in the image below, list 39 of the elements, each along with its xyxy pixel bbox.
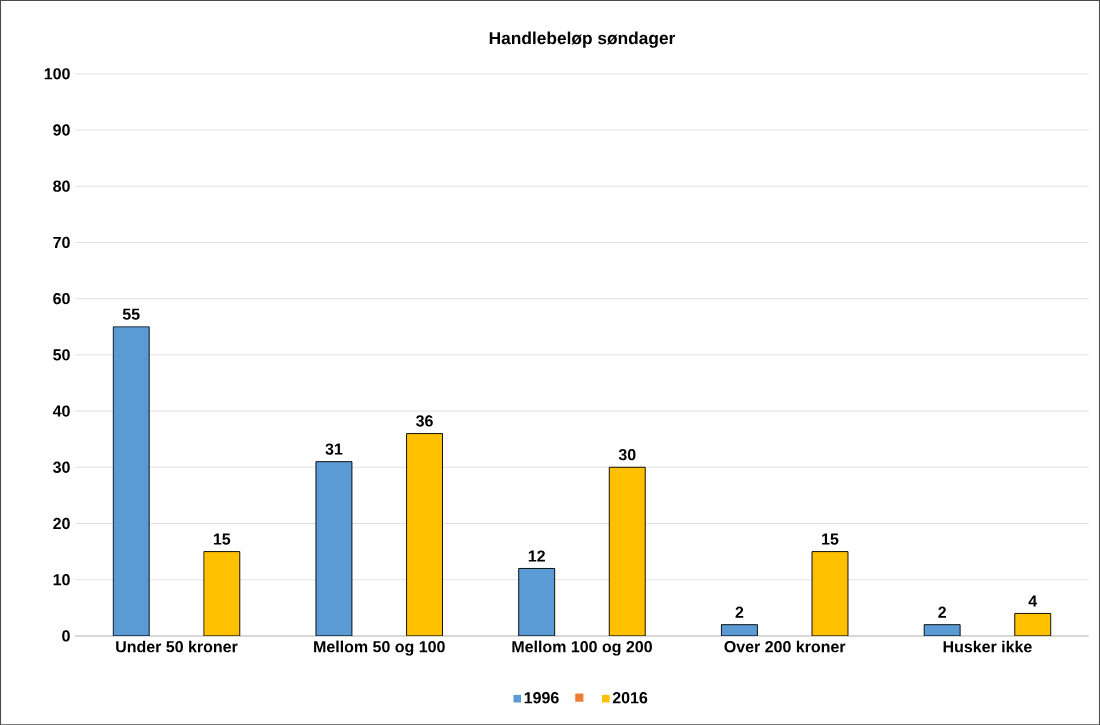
data-label: 31 xyxy=(325,443,343,455)
x-tick-label: Over 200 kroner xyxy=(724,640,846,653)
data-label: 30 xyxy=(618,448,636,461)
x-tick-label: Mellom 50 og 100 xyxy=(314,640,445,656)
bar xyxy=(112,326,150,636)
x-tick-label: Mellom 100 og 200 xyxy=(512,640,652,656)
x-tick-label: Husker ikke xyxy=(943,640,1032,653)
y-tick-label: 40 xyxy=(52,405,70,417)
y-tick-label: 90 xyxy=(53,124,70,136)
bar xyxy=(608,466,646,636)
bar xyxy=(518,567,556,636)
data-label: 2 xyxy=(938,606,946,618)
data-label: 55 xyxy=(122,308,140,320)
data-label: 12 xyxy=(528,550,545,562)
data-label: 2 xyxy=(735,606,744,618)
data-label: 4 xyxy=(1028,595,1038,607)
x-tick-label: Under 50 kroner xyxy=(116,640,238,653)
y-tick-label: 80 xyxy=(53,180,70,192)
y-tick-label: 60 xyxy=(53,292,70,305)
data-label: 15 xyxy=(822,533,839,545)
bar xyxy=(1014,612,1052,636)
y-tick-label: 20 xyxy=(53,517,70,529)
data-label: 36 xyxy=(416,415,433,427)
y-tick-label: 10 xyxy=(53,573,70,586)
y-tick-label: 0 xyxy=(62,630,70,642)
bar xyxy=(315,461,353,636)
bar xyxy=(203,550,241,636)
chart-title: Handlebeløp søndager xyxy=(489,31,676,48)
legend-label: 2016 xyxy=(612,691,648,704)
legend-label: 1996 xyxy=(524,691,559,704)
data-label: 15 xyxy=(213,533,231,545)
y-tick-label: 100 xyxy=(44,67,70,80)
y-tick-label: 70 xyxy=(53,236,70,248)
y-tick-label: 50 xyxy=(53,349,70,361)
bar xyxy=(811,550,849,636)
y-tick-label: 30 xyxy=(53,461,70,473)
bar xyxy=(720,624,758,636)
bar xyxy=(923,624,961,636)
bar xyxy=(406,432,443,636)
